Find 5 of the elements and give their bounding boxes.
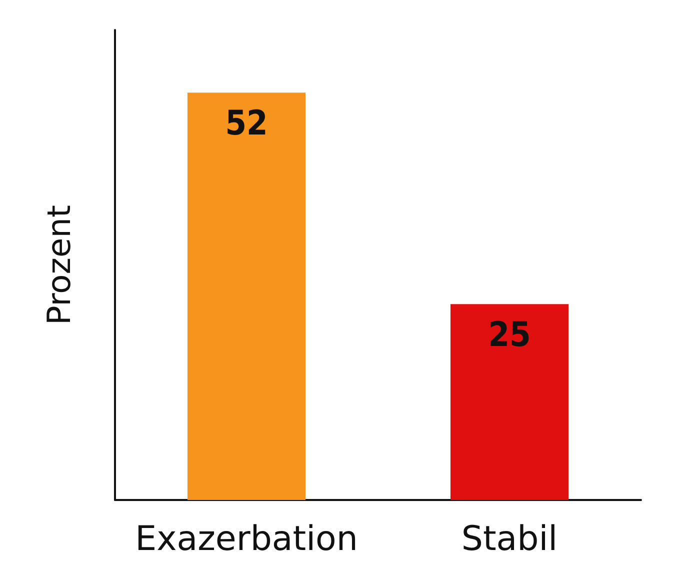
x-tick-label: Exazerbation (135, 519, 358, 559)
data-label: 52 (225, 104, 268, 144)
data-label: 25 (488, 315, 531, 356)
y-axis-title: Prozent (40, 204, 78, 326)
x-tick-label: Stabil (461, 519, 558, 559)
